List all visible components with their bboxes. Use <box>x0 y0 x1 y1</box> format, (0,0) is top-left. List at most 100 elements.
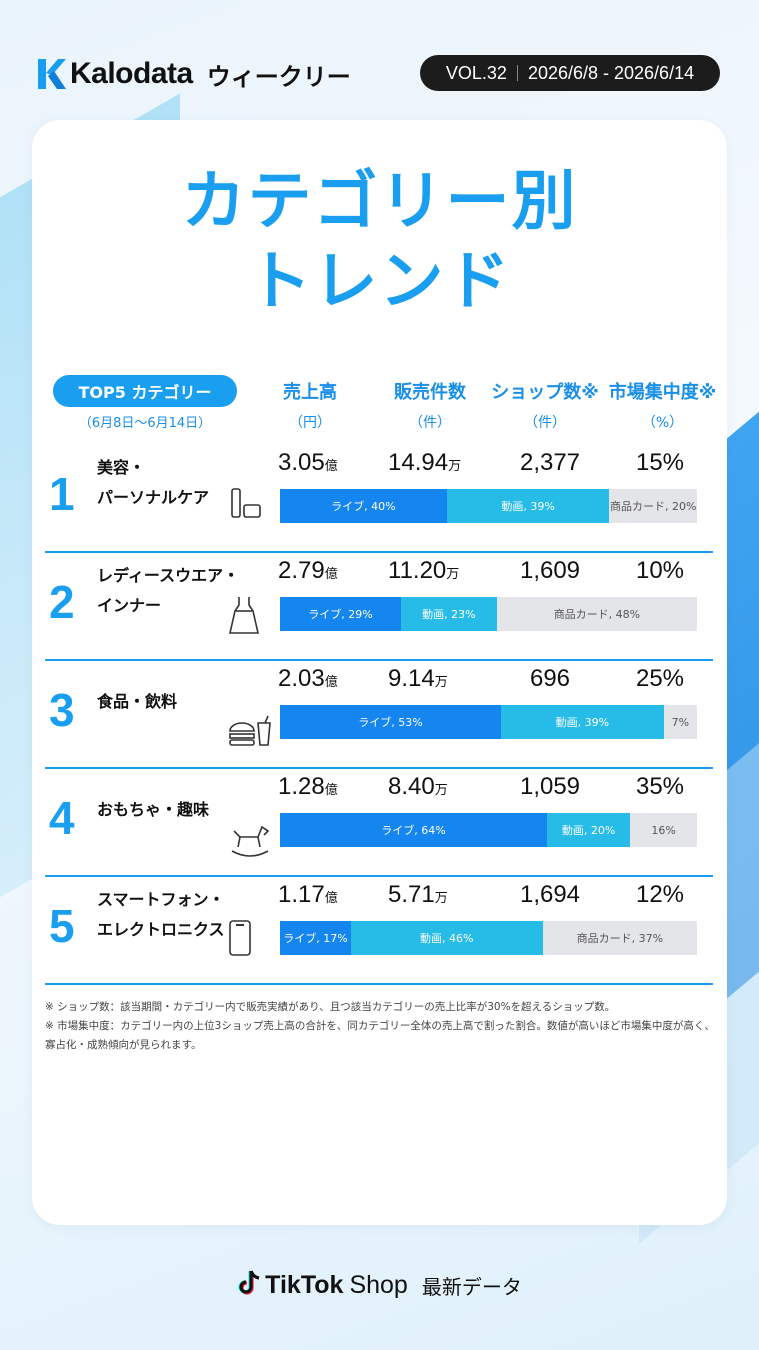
footnotes: ※ ショップ数：該当期間・カテゴリー内で販売実績があり、且つ該当カテゴリーの売上… <box>45 998 715 1055</box>
title-line: トレンド <box>247 245 512 319</box>
channel-share-bar: ライブ, 64% 動画, 20% 16% <box>280 813 697 847</box>
column-unit: （%） <box>641 415 684 431</box>
shops-value: 1,059 <box>45 773 645 801</box>
units-value: 9.14万 <box>388 665 448 693</box>
rocking-horse-icon <box>228 823 272 863</box>
title-line: カテゴリー別 <box>181 165 578 239</box>
column-title: 売上高 <box>283 382 337 403</box>
category-line: パーソナルケア <box>97 488 210 507</box>
column-unit: （円） <box>289 415 331 431</box>
bar-segment-video: 動画, 39% <box>446 489 610 523</box>
latest-data-label: 最新データ <box>421 1274 522 1299</box>
category-row: 3 食品・飲料 2.03億 9.14万 696 25% ライブ, 53% 動画,… <box>45 661 713 769</box>
sales-suffix: 億 <box>324 567 338 582</box>
shops-number: 2,377 <box>519 449 581 476</box>
shops-value: 696 <box>45 665 645 693</box>
column-unit: （件） <box>409 415 451 431</box>
footnote: ※ 市場集中度：カテゴリー内の上位3ショップ売上高の合計を、同カテゴリー全体の売… <box>45 1020 715 1051</box>
units-suffix: 万 <box>434 783 448 798</box>
burger-drink-icon <box>228 715 272 751</box>
sales-value: 2.79億 <box>278 557 338 585</box>
units-value: 11.20万 <box>388 557 459 585</box>
bar-segment-live: ライブ, 53% <box>280 705 501 739</box>
bar-segment-live: ライブ, 64% <box>280 813 547 847</box>
rank-number: 4 <box>49 792 75 844</box>
column-title: 市場集中度※ <box>608 382 717 403</box>
units-number: 5.71 <box>388 881 435 908</box>
bar-segment-video: 動画, 39% <box>501 705 664 739</box>
divider <box>516 65 518 81</box>
rank-number: 2 <box>49 576 75 628</box>
category-row: 1 美容・ パーソナルケア 3.05億 14.94万 2,377 15% ライブ… <box>45 445 713 553</box>
column-header-sales: 売上高 （円） <box>270 378 350 432</box>
bar-segment-product-card: 商品カード, 20% <box>609 489 697 523</box>
bar-segment-product-card: 7% <box>663 705 697 739</box>
kalodata-logo-icon <box>38 59 66 89</box>
bar-segment-video: 動画, 46% <box>350 921 543 955</box>
category-line: インナー <box>97 596 162 615</box>
units-number: 11.20 <box>388 557 447 584</box>
sales-suffix: 億 <box>324 783 338 798</box>
units-number: 14.94 <box>388 449 449 476</box>
bar-segment-live: ライブ, 40% <box>280 489 447 523</box>
sales-value: 1.28億 <box>278 773 338 801</box>
sales-number: 2.03 <box>278 665 325 692</box>
channel-share-bar: ライブ, 29% 動画, 23% 商品カード, 48% <box>280 597 697 631</box>
column-title: 販売件数 <box>394 382 466 403</box>
sales-suffix: 億 <box>324 675 338 690</box>
category-name: 食品・飲料 <box>97 687 177 717</box>
footer: TikTok Shop 最新データ <box>0 1270 759 1300</box>
sales-value: 3.05億 <box>278 449 338 477</box>
smartphone-icon <box>228 919 252 961</box>
footnote: ※ ショップ数：該当期間・カテゴリー内で販売実績があり、且つ該当カテゴリーの売上… <box>45 1001 616 1013</box>
channel-share-bar: ライブ, 17% 動画, 46% 商品カード, 37% <box>280 921 697 955</box>
category-line: エレクトロニクス <box>97 920 225 939</box>
category-line: レディースウエア・ <box>97 566 240 585</box>
header: Kalodata ウィークリー VOL.32 2026/6/8 - 2026/6… <box>38 55 720 93</box>
sales-value: 2.03億 <box>278 665 338 693</box>
bar-segment-product-card: 商品カード, 48% <box>496 597 697 631</box>
bar-segment-video: 動画, 23% <box>400 597 497 631</box>
content-card <box>32 120 727 1225</box>
units-suffix: 万 <box>446 567 460 582</box>
category-row: 4 おもちゃ・趣味 1.28億 8.40万 1,059 35% ライブ, 64%… <box>45 769 713 877</box>
concentration-value: 35% <box>635 773 685 800</box>
column-header-concentration: 市場集中度※ （%） <box>605 378 720 432</box>
volume-number: VOL.32 <box>445 62 507 83</box>
concentration-value: 15% <box>635 449 685 476</box>
category-line: おもちゃ・趣味 <box>97 800 210 819</box>
top5-badge: TOP5 カテゴリー <box>53 375 237 407</box>
units-value: 14.94万 <box>388 449 461 477</box>
sales-value: 1.17億 <box>278 881 338 909</box>
column-title: ショップ数※ <box>491 382 599 403</box>
concentration-value: 12% <box>635 881 685 908</box>
sales-suffix: 億 <box>324 891 338 906</box>
category-name: 美容・ パーソナルケア <box>97 453 209 513</box>
units-value: 5.71万 <box>388 881 448 909</box>
sales-number: 3.05 <box>278 449 325 476</box>
category-line: 美容・ <box>97 458 146 477</box>
channel-share-bar: ライブ, 53% 動画, 39% 7% <box>280 705 697 739</box>
units-suffix: 万 <box>434 891 448 906</box>
shops-number: 1,059 <box>519 773 581 800</box>
bar-segment-product-card: 商品カード, 37% <box>542 921 697 955</box>
category-name: レディースウエア・ インナー <box>97 561 239 621</box>
tiktok-wordmark: TikTok <box>265 1270 344 1299</box>
units-suffix: 万 <box>434 675 448 690</box>
category-name: スマートフォン・ エレクトロニクス <box>97 885 225 945</box>
cosmetics-icon <box>228 487 264 523</box>
column-unit: （件） <box>524 415 566 431</box>
sales-suffix: 億 <box>324 459 338 474</box>
rank-number: 3 <box>49 684 75 736</box>
shops-value: 1,609 <box>45 557 645 585</box>
units-number: 8.40 <box>388 773 435 800</box>
shops-number: 696 <box>529 665 571 692</box>
weekly-label: ウィークリー <box>206 62 351 91</box>
category-row: 2 レディースウエア・ インナー 2.79億 11.20万 1,609 10% … <box>45 553 713 661</box>
category-line: 食品・飲料 <box>97 692 178 711</box>
category-line: スマートフォン・ <box>97 890 225 909</box>
concentration-value: 25% <box>635 665 685 692</box>
tiktok-logo-icon <box>237 1270 261 1300</box>
brand-name: Kalodata <box>70 57 193 90</box>
units-value: 8.40万 <box>388 773 448 801</box>
